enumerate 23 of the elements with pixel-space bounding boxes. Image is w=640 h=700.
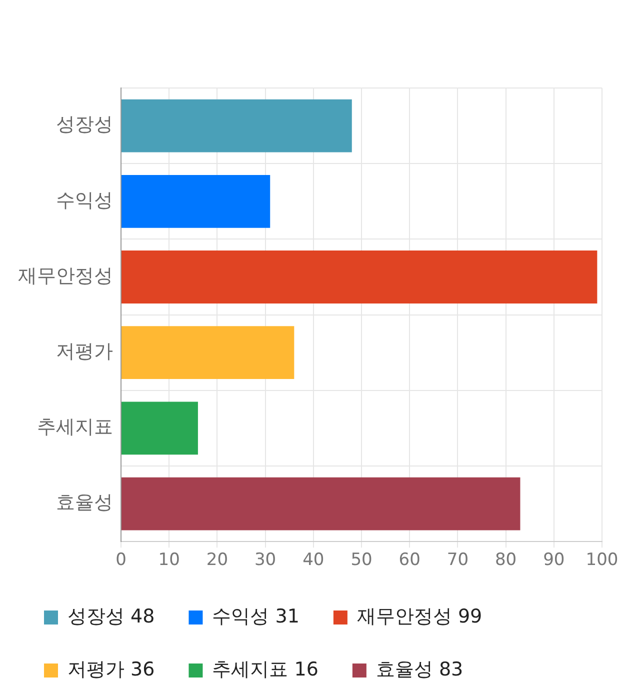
x-tick-label: 60 [398,550,420,570]
legend-label: 수익성 31 [212,605,300,628]
y-tick-label: 추세지표 [37,416,113,438]
x-tick-label: 90 [543,550,565,570]
y-tick-label: 재무안정성 [18,264,113,287]
x-tick-label: 20 [206,550,228,570]
x-tick-label: 40 [302,550,324,570]
x-tick-label: 80 [494,550,517,570]
x-tick-label: 70 [446,550,469,570]
x-tick-label: 10 [158,550,180,570]
y-tick-label: 효율성 [56,492,113,514]
x-tick-label: 30 [254,550,276,570]
legend-label: 효율성 83 [376,658,464,680]
x-tick-label: 50 [350,550,372,570]
legend-label: 성장성 48 [68,605,155,628]
legend-label: 저평가 36 [68,658,155,680]
y-tick-label: 성장성 [56,114,113,136]
y-tick-label: 수익성 [56,189,113,212]
y-tick-label: 저평가 [56,340,113,363]
legend-label: 재무안정성 99 [356,605,482,628]
x-tick-label: 100 [586,550,618,570]
x-tick-label: 0 [116,550,126,570]
legend-label: 추세지표 16 [212,658,318,680]
